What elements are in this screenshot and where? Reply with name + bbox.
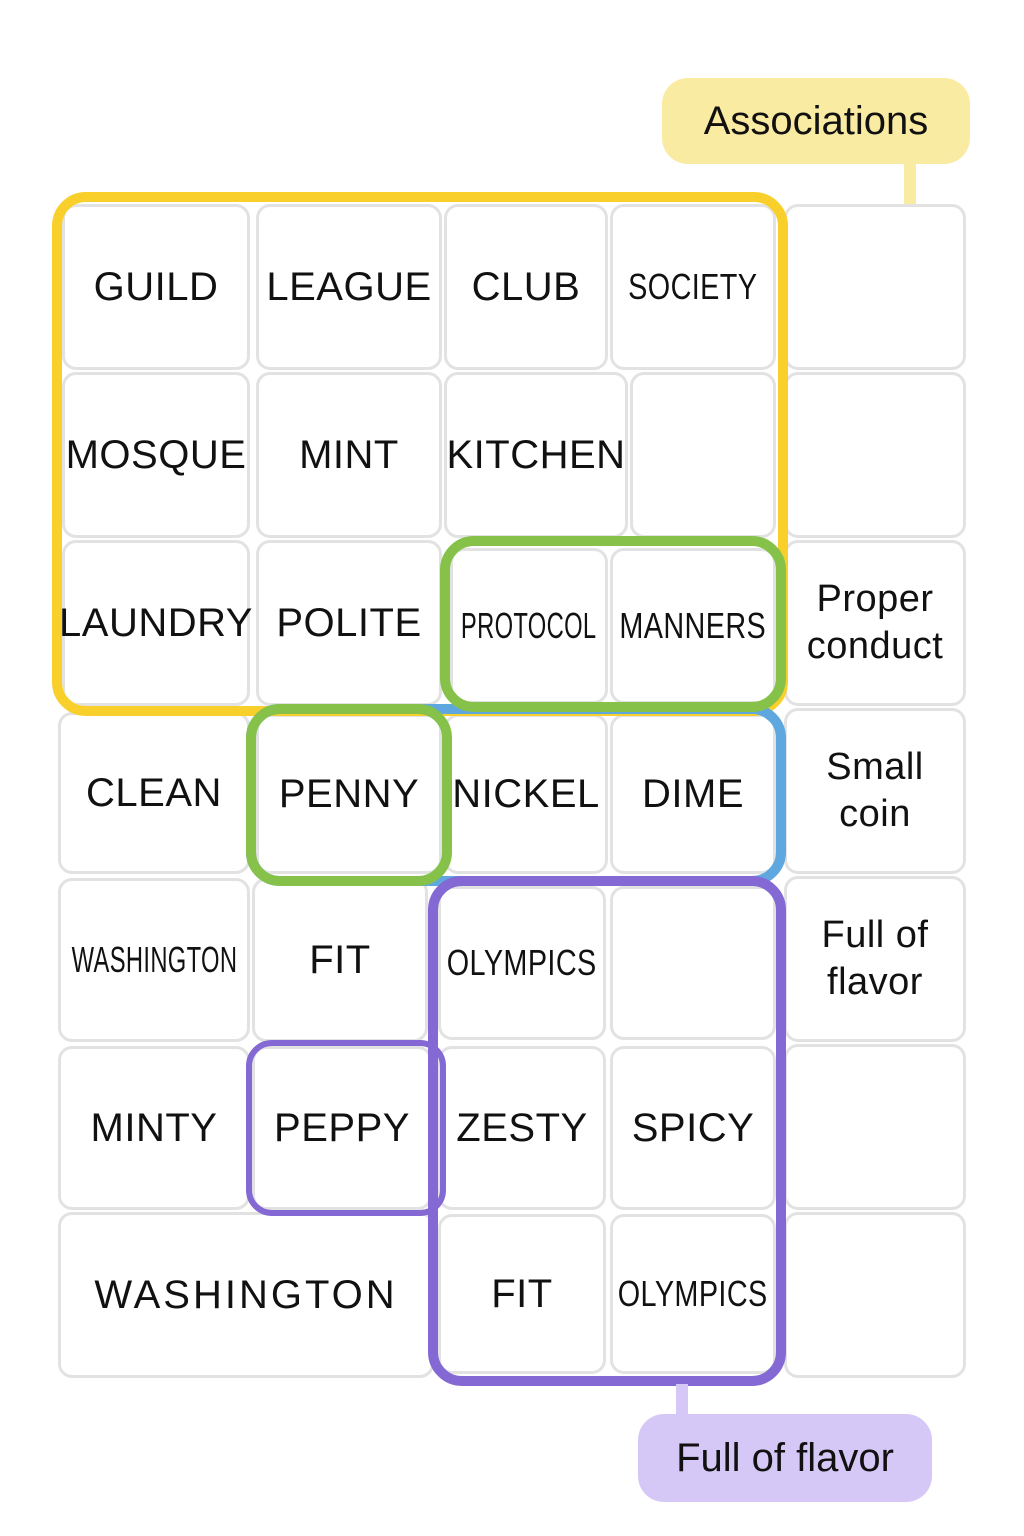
word-tile[interactable]: MANNERS	[610, 548, 776, 704]
word-tile[interactable]	[610, 886, 776, 1040]
word-tile[interactable]: LAUNDRY	[59, 540, 252, 706]
word-tile[interactable]: NICKEL	[444, 714, 608, 874]
label-connector	[676, 1384, 688, 1420]
category-tile: Small coin	[784, 708, 966, 874]
word-tile[interactable]: ZESTY	[438, 1046, 606, 1210]
word-tile[interactable]: FIT	[252, 878, 428, 1042]
word-tile[interactable]: FIT	[438, 1214, 606, 1374]
category-tile	[784, 204, 966, 370]
word-tile[interactable]: CLEAN	[58, 712, 250, 874]
category-tile	[784, 1212, 966, 1378]
word-tile[interactable]: DIME	[610, 714, 776, 874]
category-tile: Proper conduct	[784, 540, 966, 706]
word-tile[interactable]: LEAGUE	[256, 204, 442, 370]
word-tile[interactable]: OLYMPICS	[438, 886, 606, 1040]
word-tile[interactable]: KITCHEN	[444, 372, 628, 538]
word-tile[interactable]: MINTY	[58, 1046, 250, 1210]
word-tile[interactable]: WASHINGTON	[58, 1212, 434, 1378]
label-connector	[904, 160, 916, 204]
word-tile[interactable]: POLITE	[256, 540, 442, 706]
full-of-flavor-label: Full of flavor	[638, 1414, 932, 1502]
word-tile[interactable]	[630, 372, 776, 538]
category-tile: Full of flavor	[784, 876, 966, 1042]
word-tile[interactable]: WASHINGTON	[58, 878, 250, 1042]
word-tile[interactable]: MOSQUE	[62, 372, 250, 538]
category-tile	[784, 372, 966, 538]
word-tile[interactable]: MINT	[256, 372, 442, 538]
category-tile	[784, 1044, 966, 1210]
word-tile[interactable]: CLUB	[444, 204, 608, 370]
word-tile[interactable]: PEPPY	[252, 1046, 432, 1210]
word-tile[interactable]: PENNY	[256, 714, 442, 874]
associations-label: Associations	[662, 78, 970, 164]
word-tile[interactable]: SPICY	[610, 1046, 776, 1210]
word-tile[interactable]: GUILD	[62, 204, 250, 370]
word-tile[interactable]: OLYMPICS	[610, 1214, 776, 1374]
word-tile[interactable]: SOCIETY	[610, 204, 776, 370]
word-tile[interactable]: PROTOCOL	[450, 548, 608, 704]
